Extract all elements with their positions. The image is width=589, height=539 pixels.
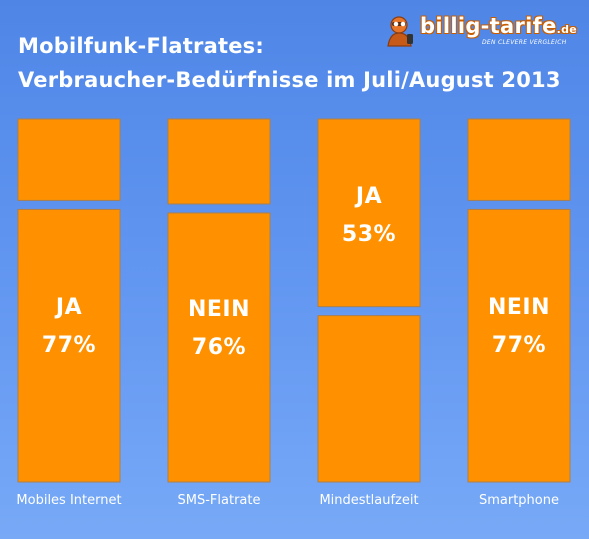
data-label-value-smartphone: 77% <box>492 333 546 358</box>
data-label-answer-mindestlaufzeit: JA <box>354 184 382 209</box>
data-label-answer-sms-flatrate: NEIN <box>188 297 250 322</box>
logo-wordmark: billig-tarife.de <box>420 14 578 38</box>
category-label-mindestlaufzeit: Mindestlaufzeit <box>319 493 418 508</box>
bar-bottom-sms-flatrate <box>167 212 271 483</box>
category-label-smartphone: Smartphone <box>479 493 559 508</box>
bar-bottom-mobiles-internet <box>17 208 121 483</box>
data-label-value-mindestlaufzeit: 53% <box>342 222 396 247</box>
data-label-value-mobiles-internet: 77% <box>42 333 96 358</box>
chart-title-line-2: Verbraucher-Bedürfnisse im Juli/August 2… <box>18 68 561 92</box>
bar-bottom-mindestlaufzeit <box>317 315 421 483</box>
brand-logo[interactable]: billig-tarife.de DEN CLEVERE VERGLEICH <box>382 14 578 48</box>
mascot-icon <box>387 16 413 47</box>
bar-top-mindestlaufzeit <box>317 118 421 308</box>
category-label-sms-flatrate: SMS-Flatrate <box>178 493 261 508</box>
bar-top-mobiles-internet <box>17 118 121 201</box>
data-label-answer-mobiles-internet: JA <box>54 295 82 320</box>
bar-top-smartphone <box>467 118 571 201</box>
data-label-answer-smartphone: NEIN <box>488 295 550 320</box>
category-label-mobiles-internet: Mobiles Internet <box>16 493 121 508</box>
bar-bottom-smartphone <box>467 208 571 483</box>
chart-title-line-1: Mobilfunk-Flatrates: <box>18 34 264 58</box>
data-label-value-sms-flatrate: 76% <box>192 335 246 360</box>
logo-tagline: DEN CLEVERE VERGLEICH <box>482 39 567 46</box>
bar-top-sms-flatrate <box>167 118 271 205</box>
